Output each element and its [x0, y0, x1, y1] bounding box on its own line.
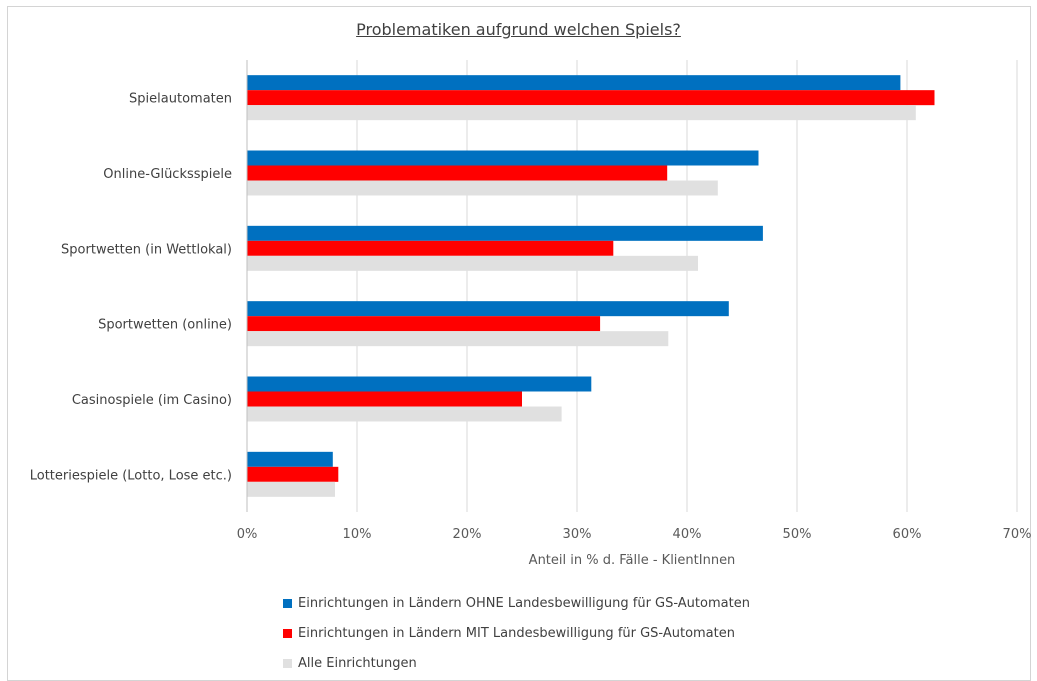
bar [247, 316, 601, 332]
category-label: Spielautomaten [129, 92, 232, 107]
category-label: Casinospiele (im Casino) [72, 393, 232, 408]
bar [247, 481, 335, 497]
bar [247, 150, 759, 166]
category-label: Sportwetten (in Wettlokal) [61, 242, 232, 257]
bar [247, 240, 614, 256]
bar [247, 466, 339, 482]
bar [247, 376, 592, 392]
category-label: Online-Glücksspiele [103, 167, 232, 182]
legend-swatch-alle [283, 658, 292, 668]
legend: Einrichtungen in Ländern OHNE Landesbewi… [283, 588, 750, 678]
bar [247, 301, 729, 317]
bar [247, 255, 698, 271]
bar [247, 451, 333, 467]
category-label: Lotteriespiele (Lotto, Lose etc.) [30, 468, 232, 483]
x-tick-label: 70% [1003, 527, 1032, 542]
bar [247, 90, 935, 106]
bar [247, 75, 901, 91]
chart-title: Problematiken aufgrund welchen Spiels? [356, 20, 681, 39]
bar [247, 391, 522, 407]
bar [247, 406, 562, 422]
x-tick-label: 0% [237, 527, 258, 542]
legend-label-alle: Alle Einrichtungen [298, 655, 417, 671]
x-axis-title: Anteil in % d. Fälle - KlientInnen [529, 553, 736, 568]
legend-swatch-ohne [283, 598, 292, 608]
bar [247, 180, 718, 196]
legend-swatch-mit [283, 628, 292, 638]
x-tick-label: 30% [563, 527, 592, 542]
bar [247, 105, 916, 121]
bar [247, 165, 668, 181]
bar [247, 225, 763, 241]
legend-label-mit: Einrichtungen in Ländern MIT Landesbewil… [298, 625, 735, 641]
x-tick-label: 10% [343, 527, 372, 542]
legend-label-ohne: Einrichtungen in Ländern OHNE Landesbewi… [298, 595, 750, 611]
legend-item-mit: Einrichtungen in Ländern MIT Landesbewil… [283, 618, 750, 648]
legend-item-ohne: Einrichtungen in Ländern OHNE Landesbewi… [283, 588, 750, 618]
x-tick-label: 40% [673, 527, 702, 542]
legend-item-alle: Alle Einrichtungen [283, 648, 750, 678]
bar [247, 331, 669, 347]
x-tick-label: 20% [453, 527, 482, 542]
category-label: Sportwetten (online) [98, 318, 232, 333]
x-tick-label: 50% [783, 527, 812, 542]
x-tick-label: 60% [893, 527, 922, 542]
